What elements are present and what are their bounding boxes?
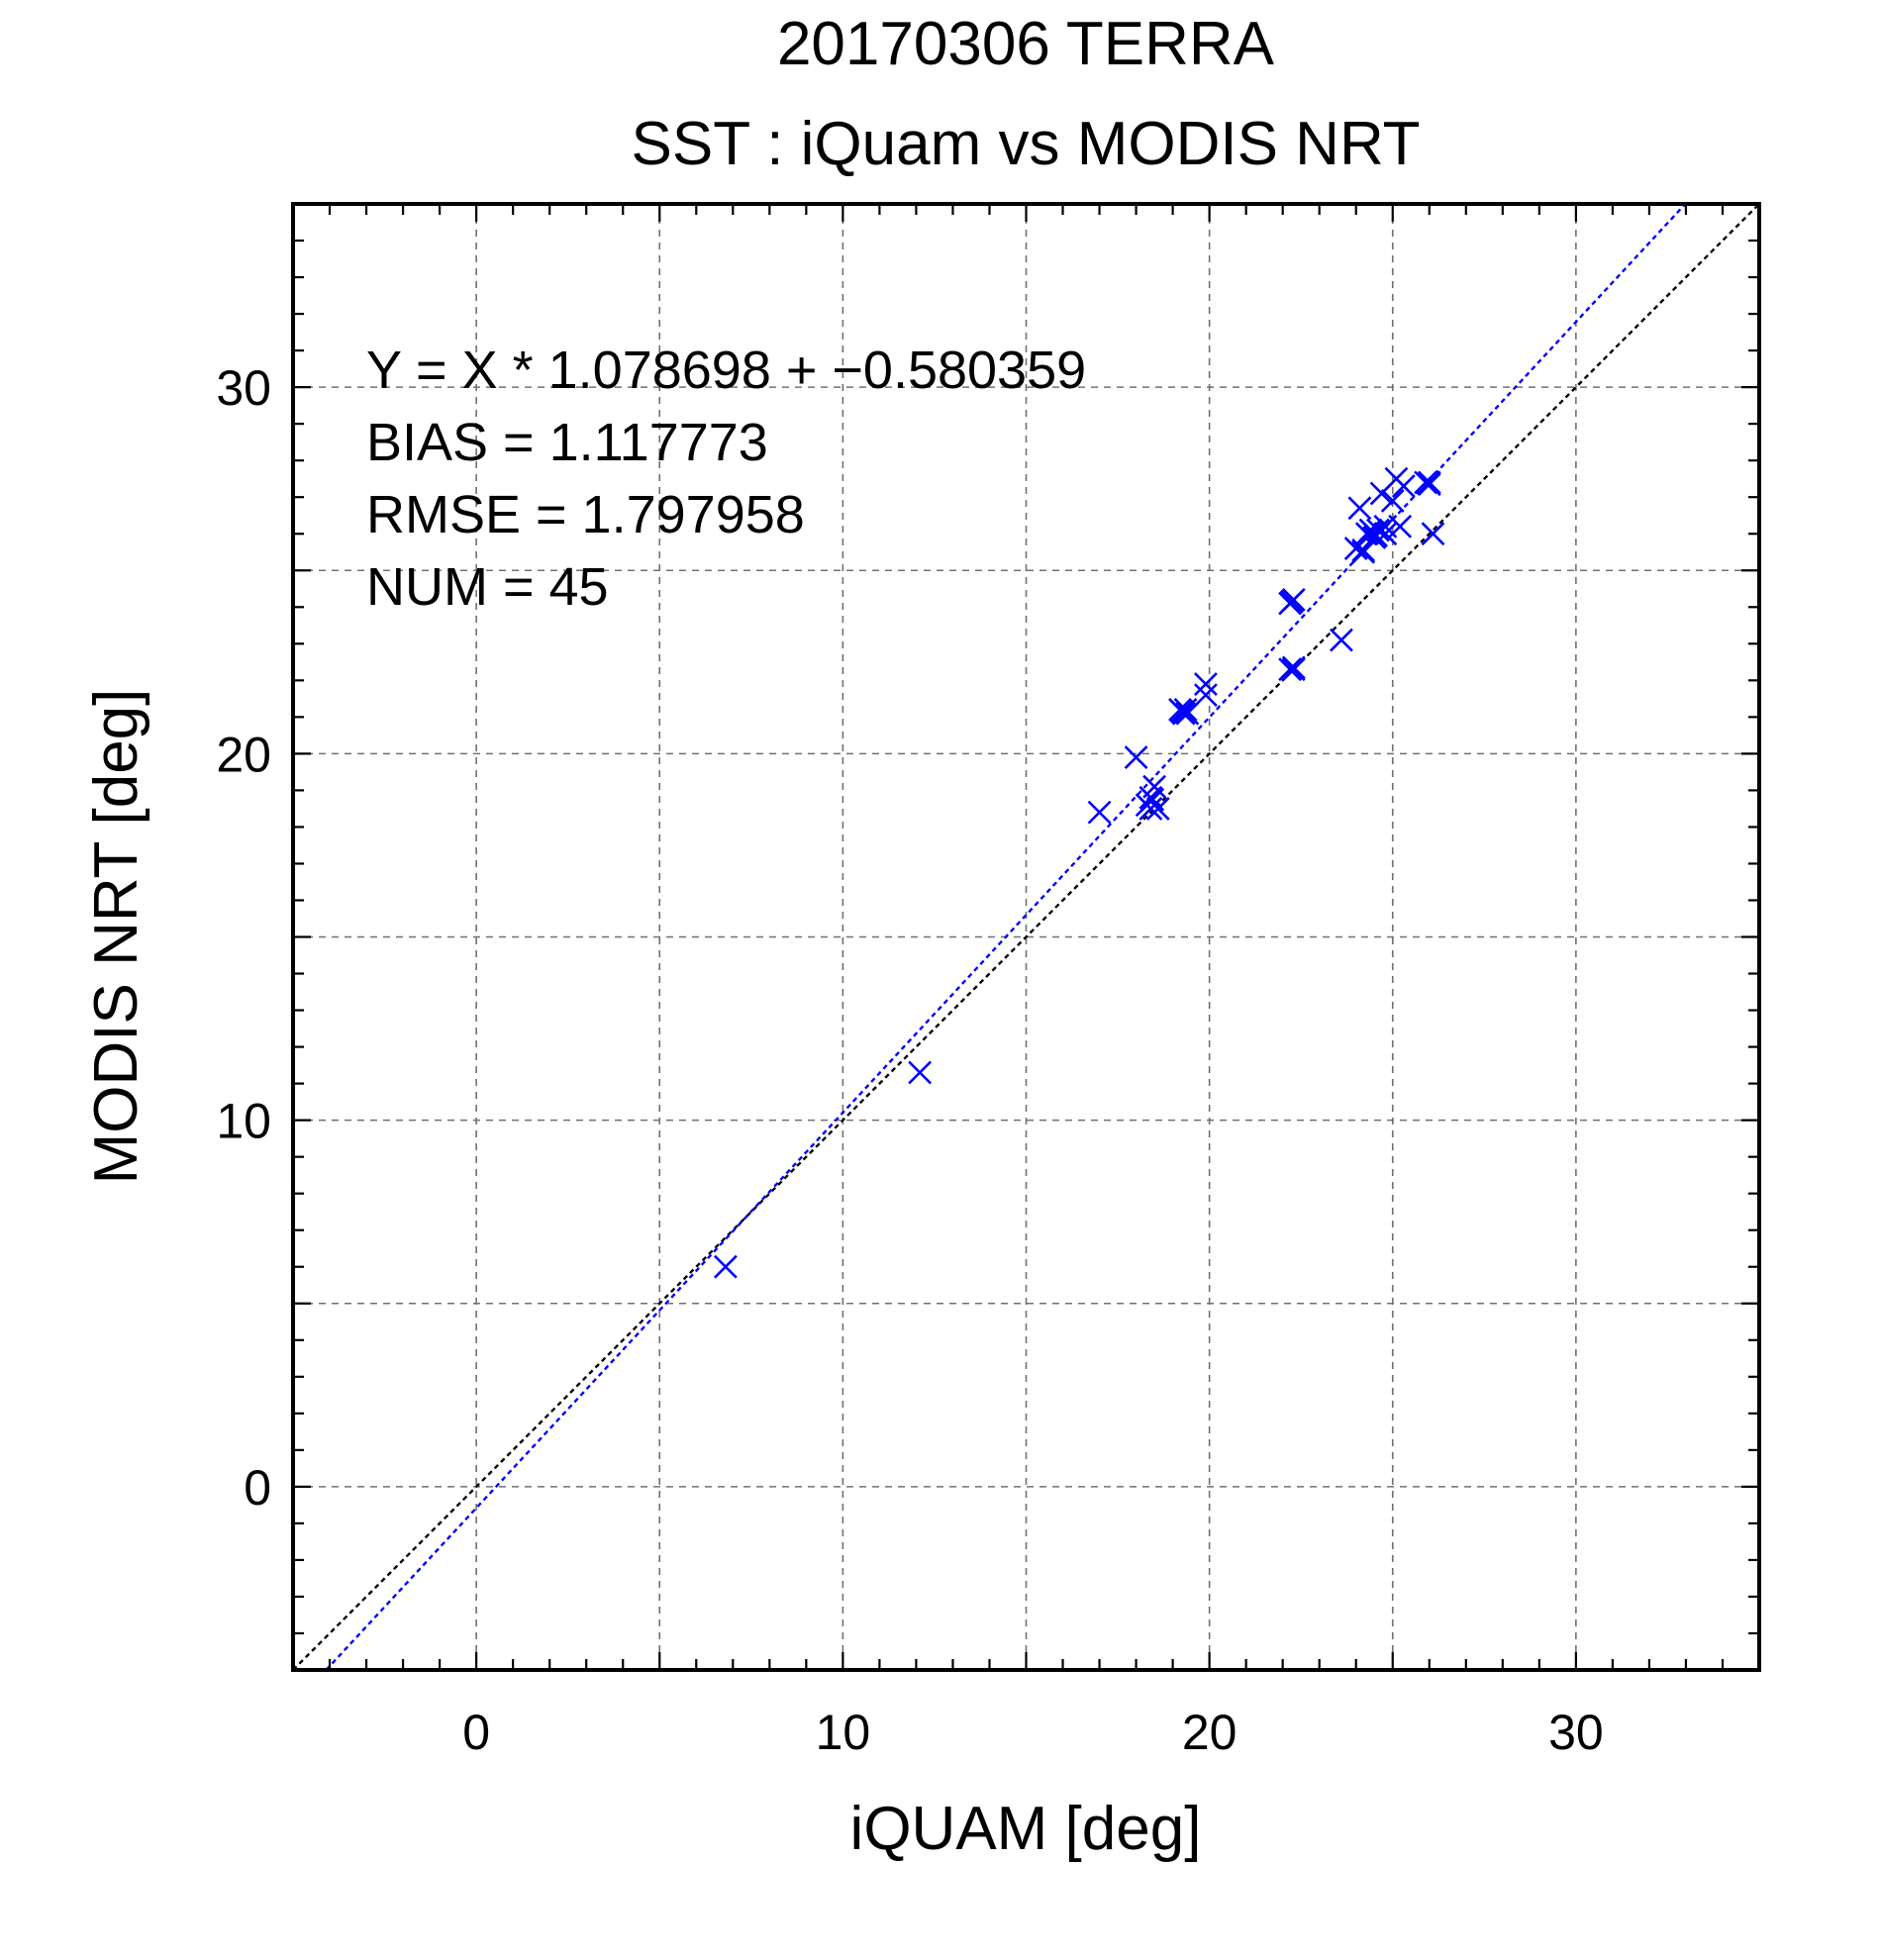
plot-frame <box>291 202 1761 1672</box>
y-tick-label: 10 <box>216 1094 271 1149</box>
chart-subtitle: SST : iQuam vs MODIS NRT <box>632 110 1421 178</box>
y-tick-label: 0 <box>244 1460 271 1516</box>
data-point <box>1138 796 1163 821</box>
data-point <box>1281 655 1306 680</box>
x-tick-label: 10 <box>816 1705 871 1760</box>
data-point <box>1194 672 1218 696</box>
data-point <box>1347 496 1372 521</box>
data-point <box>1169 699 1194 724</box>
stat-line: NUM = 45 <box>366 557 609 617</box>
data-point <box>1351 538 1376 562</box>
data-point <box>1087 800 1112 825</box>
data-point <box>1380 488 1405 513</box>
data-point <box>1391 474 1416 499</box>
data-point <box>713 1254 738 1279</box>
identity-line <box>292 203 1760 1671</box>
y-axis-title: MODIS NRT [deg] <box>82 689 150 1185</box>
data-point <box>1364 524 1389 547</box>
data-point <box>1417 470 1441 495</box>
y-tick-label: 30 <box>216 360 271 416</box>
data-point <box>1281 657 1306 682</box>
data-point <box>1194 683 1218 708</box>
data-point <box>1330 628 1353 652</box>
stat-line: BIAS = 1.117773 <box>366 413 768 472</box>
y-tick-labels: 0 10 20 30 <box>216 360 271 1516</box>
regression-line <box>325 203 1687 1671</box>
data-point <box>1173 698 1198 722</box>
data-points <box>713 466 1445 1279</box>
data-point <box>1414 470 1437 495</box>
data-point <box>1366 518 1390 542</box>
x-tick-label: 0 <box>462 1705 490 1760</box>
data-point <box>908 1060 933 1085</box>
y-tick-label: 20 <box>216 727 271 782</box>
data-point <box>1417 472 1441 497</box>
data-point <box>1421 522 1445 546</box>
x-axis-title: iQUAM [deg] <box>850 1795 1202 1863</box>
chart-title: 20170306 TERRA <box>777 10 1275 78</box>
data-point <box>1351 539 1376 564</box>
x-tick-label: 20 <box>1182 1705 1238 1760</box>
data-point <box>1175 701 1200 726</box>
x-tick-labels: 0 10 20 30 <box>462 1705 1603 1760</box>
data-point <box>1280 589 1304 614</box>
statistics-annotation: Y = X * 1.078698 + −0.580359 BIAS = 1.117… <box>366 341 1086 617</box>
reference-lines <box>292 203 1760 1671</box>
x-tick-label: 30 <box>1548 1705 1604 1760</box>
data-point <box>1124 745 1148 769</box>
stat-line: Y = X * 1.078698 + −0.580359 <box>366 341 1086 400</box>
data-point <box>1140 787 1165 812</box>
data-point <box>1388 514 1413 539</box>
data-point <box>1278 657 1302 682</box>
stat-line: RMSE = 1.797958 <box>366 485 805 544</box>
